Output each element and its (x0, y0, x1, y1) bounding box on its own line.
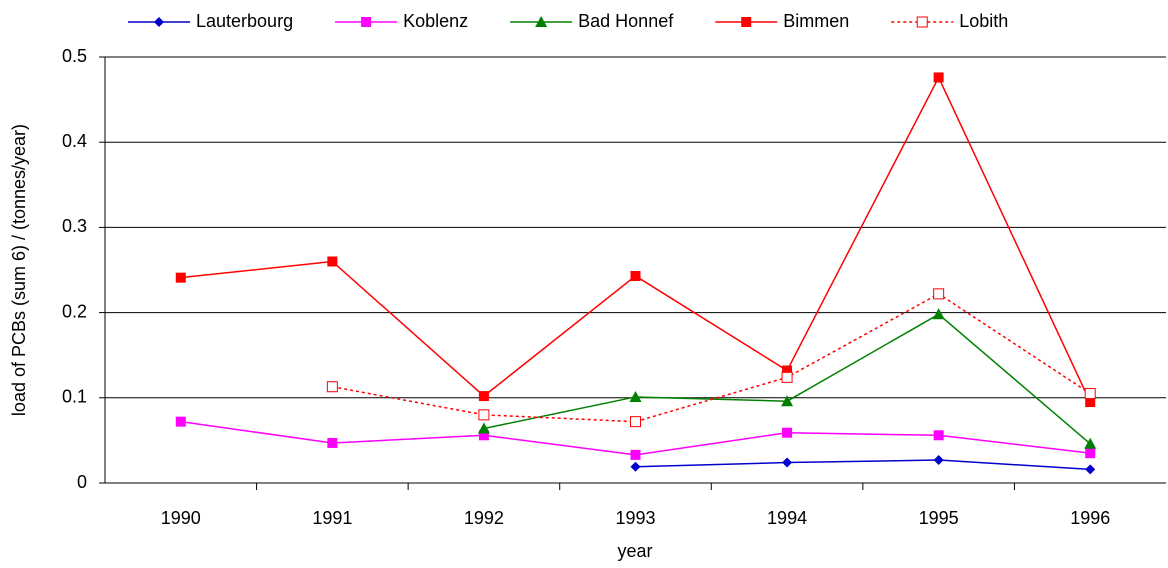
data-point (1085, 448, 1096, 459)
x-tick-label: 1991 (312, 508, 352, 528)
data-point (933, 288, 945, 300)
data-point (478, 391, 489, 402)
data-point (630, 449, 641, 460)
y-tick-label: 0.3 (62, 216, 87, 236)
data-point (1085, 397, 1096, 408)
data-point (478, 409, 490, 421)
data-point (782, 457, 793, 468)
y-axis-title: load of PCBs (sum 6) / (tonnes/year) (9, 124, 29, 416)
data-point (1084, 437, 1097, 449)
legend-label: Bimmen (783, 11, 849, 31)
data-point (781, 395, 794, 407)
data-point (175, 272, 186, 283)
data-point (782, 427, 793, 438)
data-point (932, 308, 945, 320)
x-tick-label: 1993 (615, 508, 655, 528)
data-point (478, 430, 489, 441)
y-tick-label: 0.1 (62, 387, 87, 407)
data-point (629, 390, 642, 402)
series-line (180, 75, 1091, 403)
legend-marker (916, 16, 928, 28)
legend-marker (361, 17, 372, 27)
y-tick-label: 0.2 (62, 301, 87, 321)
data-point (781, 371, 793, 383)
series-line (332, 292, 1091, 423)
legend-marker (154, 17, 164, 27)
data-point (327, 256, 338, 267)
data-point (782, 365, 793, 376)
data-point (477, 422, 490, 434)
legend-label: Lobith (959, 11, 1008, 31)
legend-marker (741, 17, 752, 27)
data-point (933, 454, 944, 465)
data-point (327, 437, 338, 448)
x-tick-label: 1995 (919, 508, 959, 528)
data-point (933, 72, 944, 83)
data-point (630, 416, 641, 428)
x-axis-title: year (617, 541, 652, 561)
data-point (630, 270, 641, 281)
series-line (635, 459, 1091, 471)
x-tick-label: 1994 (767, 508, 807, 528)
data-point (326, 381, 338, 393)
legend-label: Lauterbourg (196, 11, 293, 31)
x-tick-label: 1996 (1070, 508, 1110, 528)
legend-label: Bad Honnef (578, 11, 674, 31)
data-point (933, 430, 944, 441)
x-tick-label: 1992 (464, 508, 504, 528)
y-tick-label: 0.4 (62, 131, 87, 151)
legend-marker (535, 16, 548, 27)
x-tick-label: 1990 (161, 508, 201, 528)
data-point (175, 416, 186, 427)
y-tick-label: 0.5 (62, 46, 87, 66)
data-point (1084, 388, 1096, 400)
y-tick-label: 0 (77, 472, 87, 492)
legend-label: Koblenz (403, 11, 468, 31)
data-point (630, 461, 641, 472)
data-point (1085, 464, 1096, 475)
